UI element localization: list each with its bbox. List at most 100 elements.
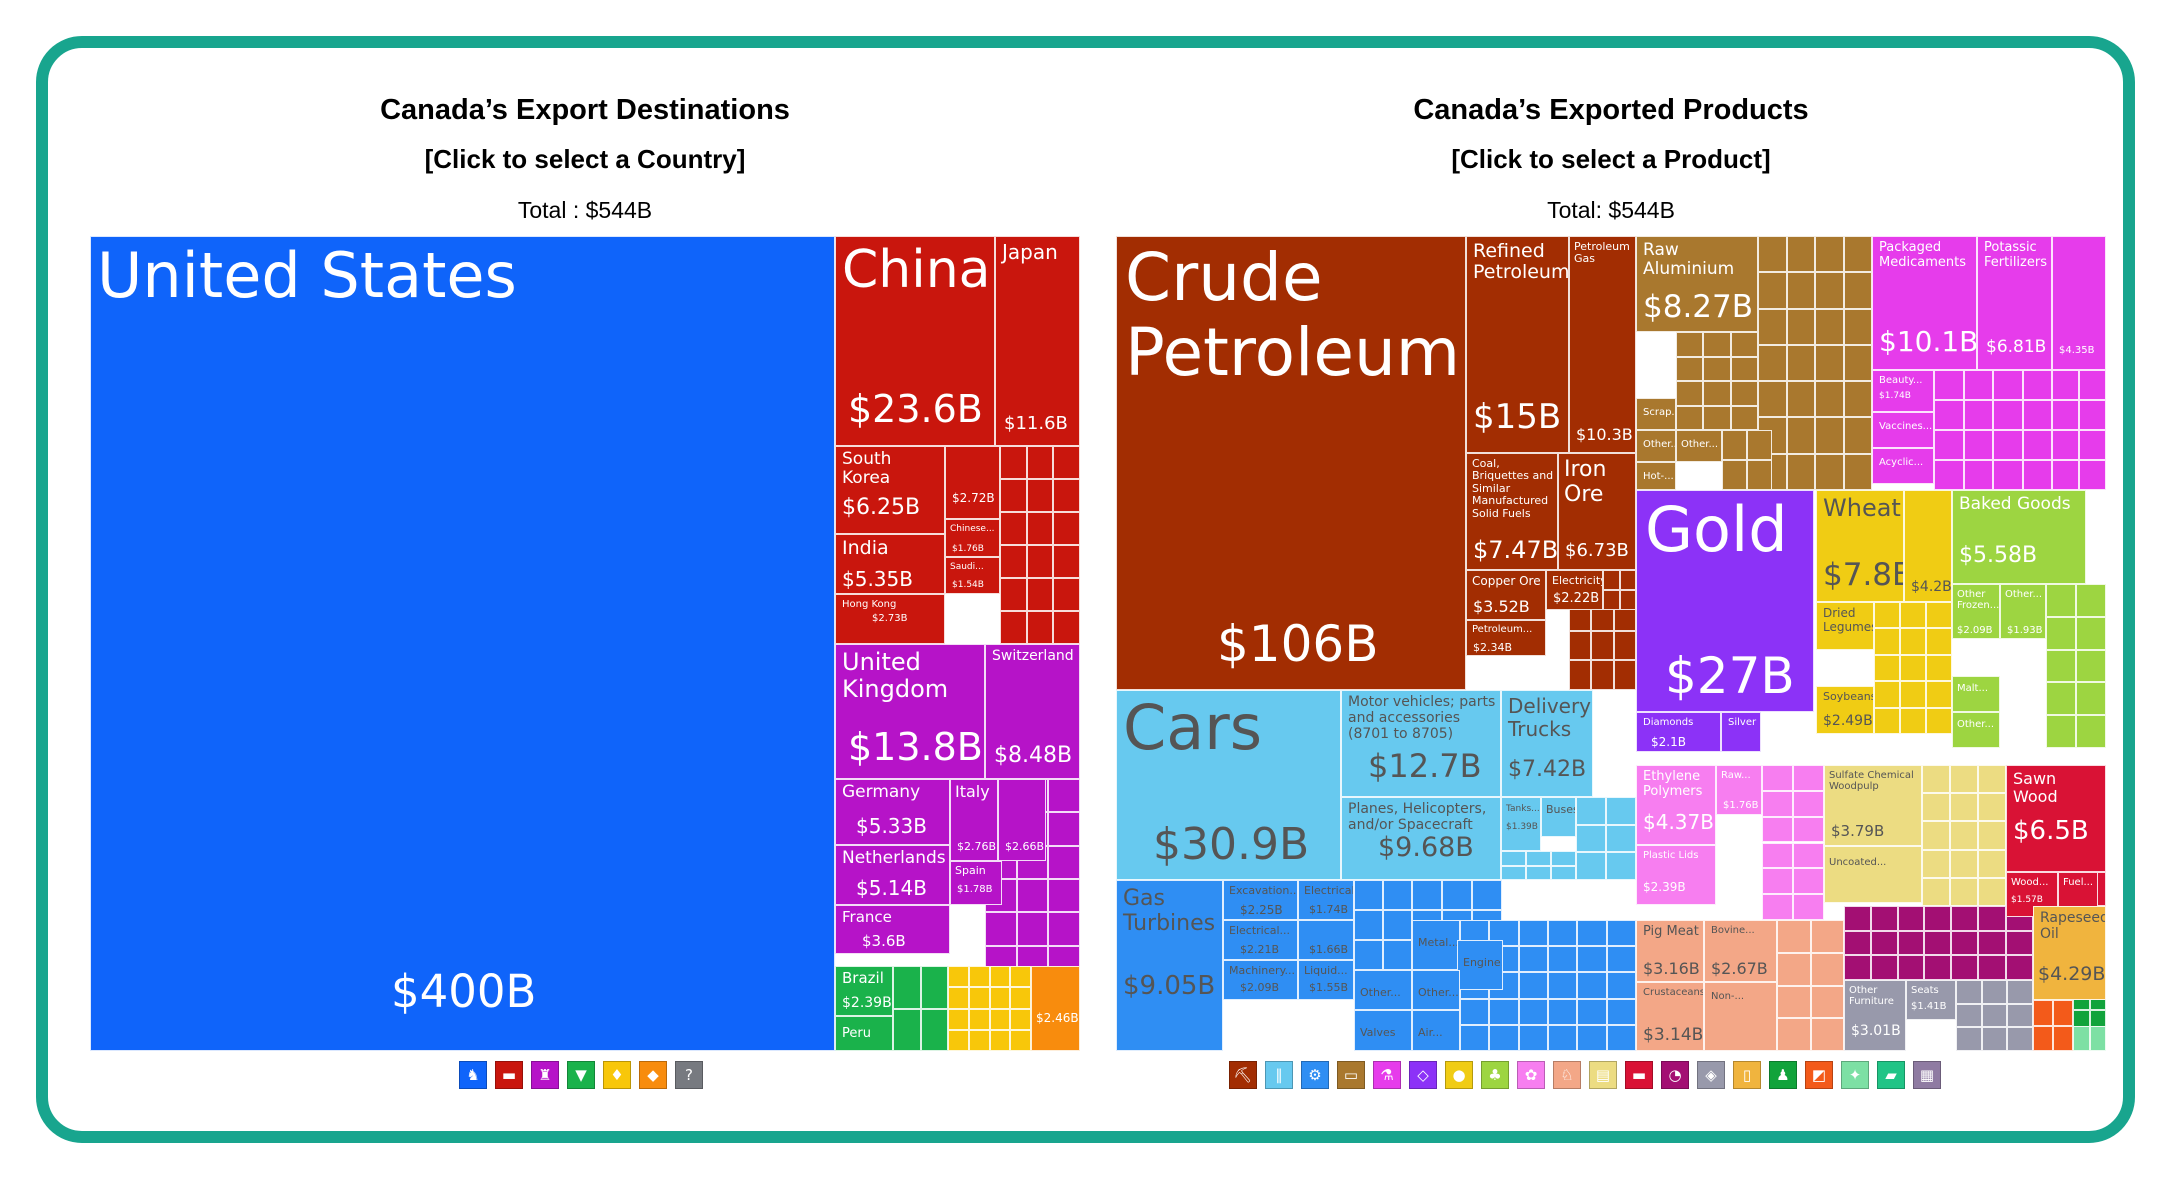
product-minor-tile[interactable] xyxy=(1576,824,1606,853)
product-minor-tile[interactable] xyxy=(1978,765,2006,794)
metals-icon[interactable]: ▭ xyxy=(1337,1061,1365,1089)
product-minor-tile[interactable] xyxy=(2033,1025,2053,1051)
product-tile[interactable]: Sawn Wood $6.5B xyxy=(2006,765,2106,872)
product-minor-tile[interactable] xyxy=(1793,765,1824,791)
product-minor-tile[interactable] xyxy=(1548,946,1578,973)
country-minor-tile[interactable] xyxy=(968,1008,990,1030)
product-minor-tile[interactable] xyxy=(2079,400,2106,430)
product-minor-tile[interactable] xyxy=(1548,1024,1578,1051)
product-minor-tile[interactable] xyxy=(1569,660,1592,690)
product-minor-tile[interactable] xyxy=(1762,842,1793,869)
product-minor-tile[interactable] xyxy=(1548,998,1578,1025)
country-minor-tile[interactable] xyxy=(1026,479,1054,512)
product-minor-tile[interactable] xyxy=(1703,405,1731,430)
product-minor-tile[interactable] xyxy=(1619,590,1636,610)
country-minor-tile[interactable] xyxy=(989,1008,1011,1030)
product-minor-tile[interactable] xyxy=(1603,590,1620,610)
product-tile[interactable]: Crude Petroleum $106B xyxy=(1116,236,1466,690)
product-minor-tile[interactable] xyxy=(1548,972,1578,999)
country-minor-tile[interactable] xyxy=(1026,446,1054,479)
product-tile[interactable]: Other... xyxy=(1676,430,1722,462)
product-tile[interactable]: Diamonds $2.1B xyxy=(1636,712,1721,752)
product-minor-tile[interactable] xyxy=(1551,865,1576,880)
vegetable-products-icon[interactable]: ♣ xyxy=(1481,1061,1509,1089)
product-minor-tile[interactable] xyxy=(1606,920,1636,947)
product-minor-tile[interactable] xyxy=(1606,1024,1636,1051)
product-minor-tile[interactable] xyxy=(1548,920,1578,947)
product-minor-tile[interactable] xyxy=(1676,381,1704,406)
product-minor-tile[interactable] xyxy=(1442,880,1472,910)
product-tile[interactable]: Other... xyxy=(1412,970,1460,1010)
product-minor-tile[interactable] xyxy=(1950,877,1978,906)
product-minor-tile[interactable] xyxy=(2022,370,2052,400)
product-minor-tile[interactable] xyxy=(1518,920,1548,947)
product-tile[interactable]: Crustaceans $3.14B xyxy=(1636,982,1704,1051)
product-minor-tile[interactable] xyxy=(1815,272,1844,309)
textiles-icon[interactable]: ♟ xyxy=(1769,1061,1797,1089)
product-tile[interactable]: Beauty... $1.74B xyxy=(1872,370,1934,412)
product-minor-tile[interactable] xyxy=(1900,707,1926,734)
product-minor-tile[interactable] xyxy=(1606,852,1636,880)
transportation-icon[interactable]: ∥ xyxy=(1265,1061,1293,1089)
product-minor-tile[interactable] xyxy=(2076,682,2106,716)
product-minor-tile[interactable] xyxy=(1950,849,1978,878)
product-minor-tile[interactable] xyxy=(1978,955,2006,980)
product-minor-tile[interactable] xyxy=(1703,332,1731,357)
country-tile[interactable]: Hong Kong $2.73B xyxy=(835,594,945,644)
product-minor-tile[interactable] xyxy=(1978,930,2006,956)
product-minor-tile[interactable] xyxy=(1758,381,1787,418)
product-minor-tile[interactable] xyxy=(1758,272,1787,309)
product-tile[interactable]: Coal, Briquettes and Similar Manufacture… xyxy=(1466,453,1558,570)
product-tile[interactable]: Silver xyxy=(1721,712,1761,752)
asia-icon[interactable]: ▬ xyxy=(495,1061,523,1089)
product-tile[interactable]: Raw Aluminium $8.27B xyxy=(1636,236,1758,332)
product-minor-tile[interactable] xyxy=(1934,400,1964,430)
country-minor-tile[interactable] xyxy=(1026,512,1054,545)
country-tile[interactable]: Spain $1.78B xyxy=(950,861,1002,905)
country-minor-tile[interactable] xyxy=(1048,879,1080,913)
product-minor-tile[interactable] xyxy=(2005,930,2033,956)
product-minor-tile[interactable] xyxy=(1926,602,1952,629)
product-tile[interactable]: Potassic Fertilizers $6.81B xyxy=(1977,236,2052,370)
product-tile[interactable]: $1.66B xyxy=(1298,920,1354,960)
country-minor-tile[interactable] xyxy=(1053,611,1080,644)
product-minor-tile[interactable] xyxy=(1900,681,1926,708)
product-minor-tile[interactable] xyxy=(1843,272,1872,309)
country-minor-tile[interactable] xyxy=(1048,812,1080,846)
product-minor-tile[interactable] xyxy=(1981,1003,2008,1028)
product-minor-tile[interactable] xyxy=(1951,930,1979,956)
product-minor-tile[interactable] xyxy=(1924,955,1951,980)
product-tile[interactable]: Packaged Medicaments $10.1B xyxy=(1872,236,1977,370)
product-minor-tile[interactable] xyxy=(1606,946,1636,973)
product-minor-tile[interactable] xyxy=(1786,236,1815,273)
product-tile[interactable]: Plastic Lids $2.39B xyxy=(1636,845,1716,905)
product-minor-tile[interactable] xyxy=(1900,654,1926,682)
country-minor-tile[interactable] xyxy=(1010,1029,1031,1051)
product-tile[interactable]: Iron Ore $6.73B xyxy=(1558,453,1636,570)
country-minor-tile[interactable] xyxy=(1000,479,1027,512)
product-tile[interactable]: Scrap... xyxy=(1636,398,1676,430)
product-minor-tile[interactable] xyxy=(1551,851,1576,866)
product-minor-tile[interactable] xyxy=(2046,584,2076,617)
product-tile[interactable]: Air... xyxy=(1412,1010,1460,1051)
product-tile[interactable]: Motor vehicles; parts and accessories (8… xyxy=(1341,690,1501,797)
country-minor-tile[interactable] xyxy=(989,987,1011,1009)
product-minor-tile[interactable] xyxy=(2052,460,2079,490)
product-minor-tile[interactable] xyxy=(2046,715,2076,748)
country-minor-tile[interactable] xyxy=(1016,912,1049,946)
product-tile[interactable]: Gold $27B xyxy=(1636,490,1814,712)
country-tile[interactable]: United States $400B xyxy=(90,236,835,1051)
product-minor-tile[interactable] xyxy=(2053,1000,2073,1026)
product-tile[interactable]: Wheat $7.8B xyxy=(1816,490,1904,602)
product-minor-tile[interactable] xyxy=(1815,308,1844,345)
product-minor-tile[interactable] xyxy=(1870,906,1898,931)
country-tile[interactable]: Brazil $2.39B xyxy=(835,966,893,1016)
product-minor-tile[interactable] xyxy=(1606,998,1636,1025)
arts-antiques-icon[interactable]: ▦ xyxy=(1913,1061,1941,1089)
product-minor-tile[interactable] xyxy=(1844,955,1871,980)
product-minor-tile[interactable] xyxy=(1950,793,1978,822)
product-minor-tile[interactable] xyxy=(2046,649,2076,683)
product-minor-tile[interactable] xyxy=(1619,570,1636,590)
product-minor-tile[interactable] xyxy=(1518,1024,1548,1051)
country-minor-tile[interactable] xyxy=(1053,512,1080,545)
